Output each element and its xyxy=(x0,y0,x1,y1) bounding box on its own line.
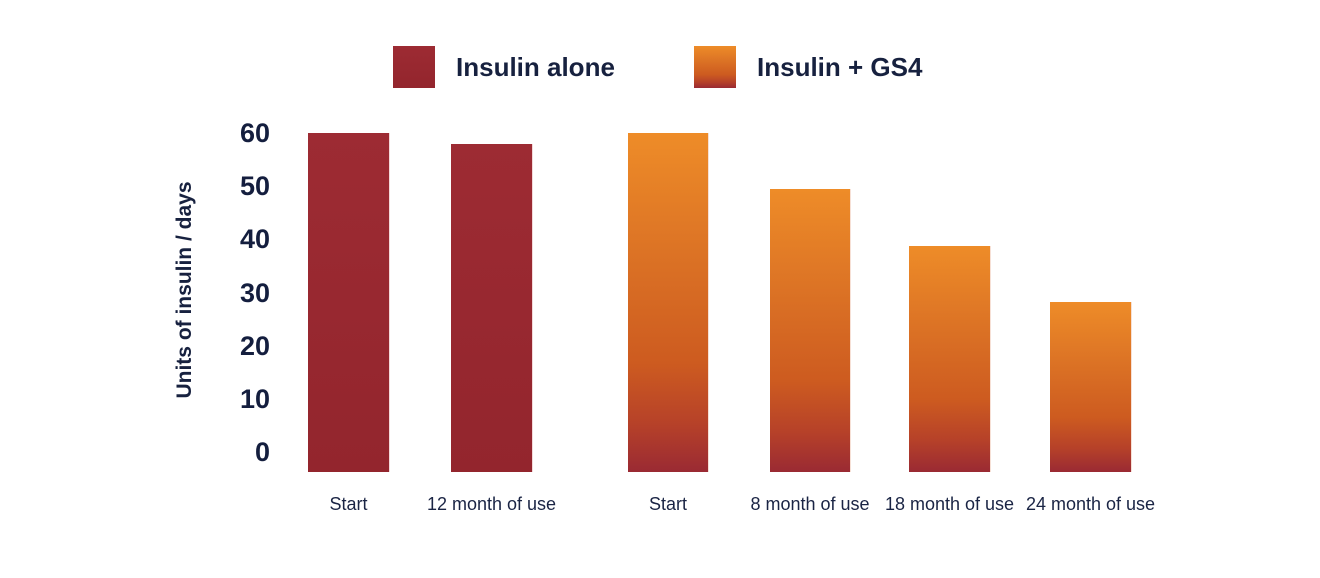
y-tick-label: 60 xyxy=(239,118,270,148)
bar-insulin-gs4-8-month-of-use xyxy=(770,189,851,472)
legend-swatch-insulin-gs4 xyxy=(694,46,736,88)
x-axis-label: 8 month of use xyxy=(750,494,870,514)
x-axis-label: 18 month of use xyxy=(884,494,1015,514)
y-tick-label: 0 xyxy=(254,437,270,467)
x-axis-label: 12 month of use xyxy=(426,494,557,514)
bar-insulin-alone-12-month-of-use xyxy=(451,144,533,472)
legend-swatch-insulin-alone xyxy=(393,46,435,88)
legend-label-insulin-gs4: Insulin + GS4 xyxy=(757,52,923,82)
y-tick-label: 20 xyxy=(239,330,270,361)
y-tick-label: 40 xyxy=(239,224,270,255)
x-axis-label: Start xyxy=(329,494,368,514)
y-tick-label: 30 xyxy=(239,277,270,308)
bar-insulin-alone-start xyxy=(308,133,390,472)
bar-insulin-gs4-start xyxy=(628,133,709,472)
y-tick-label: 50 xyxy=(239,171,270,202)
y-tick-label: 10 xyxy=(239,383,270,414)
bar-insulin-gs4-24-month-of-use xyxy=(1050,302,1132,472)
bar-insulin-gs4-18-month-of-use xyxy=(909,246,991,472)
x-axis-label: Start xyxy=(648,494,688,514)
legend-label-insulin-alone: Insulin alone xyxy=(456,52,615,82)
x-axis-label: 24 month of use xyxy=(1025,494,1156,514)
